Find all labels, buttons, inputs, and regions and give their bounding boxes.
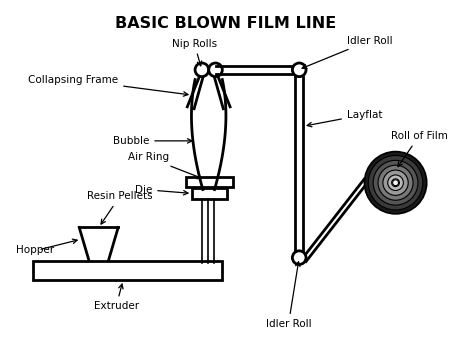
Text: Hopper: Hopper [16,245,54,255]
Bar [33,260,222,280]
Circle shape [391,179,398,187]
Text: Layflat: Layflat [307,110,381,127]
Text: Idler Roll: Idler Roll [302,36,392,69]
Text: Die: Die [134,185,188,195]
Text: Air Ring: Air Ring [128,152,202,179]
Text: Idler Roll: Idler Roll [265,262,311,329]
Circle shape [387,175,403,190]
Circle shape [393,181,397,185]
Circle shape [382,170,407,195]
Text: Roll of Film: Roll of Film [390,131,447,167]
Circle shape [368,156,422,210]
Text: Resin Pellets: Resin Pellets [87,191,152,224]
Text: Collapsing Frame: Collapsing Frame [28,75,188,96]
Text: Nip Rolls: Nip Rolls [171,39,216,66]
Text: Extruder: Extruder [94,284,139,312]
Bar [192,188,227,199]
Text: Bubble: Bubble [113,136,191,146]
Circle shape [364,151,426,214]
Circle shape [392,180,397,186]
Circle shape [372,160,417,205]
Bar [186,177,233,187]
Circle shape [377,165,412,200]
Text: BASIC BLOWN FILM LINE: BASIC BLOWN FILM LINE [114,16,335,31]
